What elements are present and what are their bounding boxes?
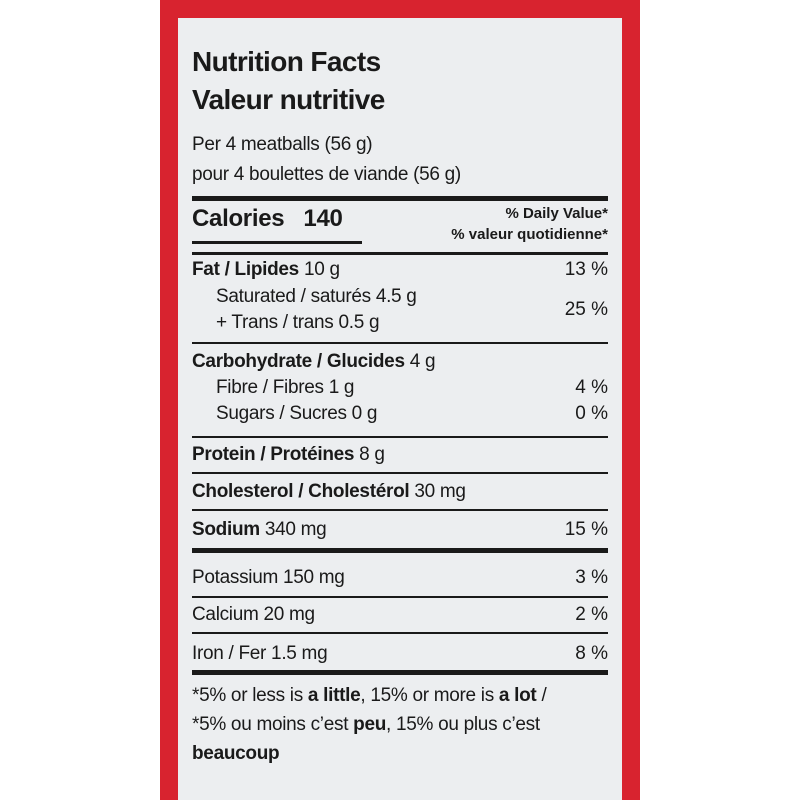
rule [192,472,608,474]
fibre: Fibre / Fibres 1 g [216,377,355,398]
protein: Protein / Protéines 8 g [192,443,385,467]
dv: 15 % [564,519,608,540]
dv: 8 % [575,643,608,664]
dv: 3 % [575,567,608,588]
rule [192,632,608,634]
dv-header: % valeur quotidienne* [451,226,608,243]
rule [192,196,608,201]
label: Sodium [192,519,260,540]
rule [192,241,362,244]
saturated: Saturated / saturés 4.5 g [216,286,417,307]
rule [192,596,608,598]
rule [192,670,608,675]
dv: 13 % [564,259,608,280]
serving: Per 4 meatballs (56 g) [192,134,373,155]
footnote-text: peu [353,714,387,735]
sugars: Sugars / Sucres 0 g [216,403,378,424]
amount: 8 g [359,444,385,465]
potassium: Potassium 150 mg [192,567,345,588]
trans: + Trans / trans 0.5 g [216,312,380,333]
dv: 2 % [575,604,608,625]
footnote-text: *5% or less is [192,685,308,706]
label: Fat / Lipides [192,259,299,280]
carbohydrate: Carbohydrate / Glucides 4 g [192,350,436,374]
sodium: Sodium 340 mg [192,518,327,542]
label: Carbohydrate / Glucides [192,351,405,372]
dv: 0 % [575,403,608,424]
title: Valeur nutritive [192,84,385,115]
rule [192,342,608,344]
footnote-text: , 15% or more is [360,685,499,706]
iron: Iron / Fer 1.5 mg [192,643,328,664]
amount: 340 mg [264,519,327,540]
rule [192,436,608,438]
calcium: Calcium 20 mg [192,604,315,625]
dv-header: % Daily Value* [505,205,608,222]
cholesterol: Cholesterol / Cholestérol 30 mg [192,480,466,504]
footnote: *5% or less is a little, 15% or more is … [192,681,562,768]
title: Nutrition Facts [192,46,381,77]
footnote-text: beaucoup [192,743,280,764]
amount: 4 g [409,351,436,372]
label: Protein / Protéines [192,444,355,465]
fat: Fat / Lipides 10 g [192,258,340,282]
dv: 25 % [564,299,608,320]
label: Cholesterol / Cholestérol [192,481,410,502]
rule [192,252,608,255]
footnote-text: , 15% ou plus c’est [386,714,540,735]
calories-label: Calories [192,205,285,232]
amount: 10 g [303,259,340,280]
calories: Calories 140 [192,204,343,234]
footnote-text: / *5% ou moins c’est [192,685,547,735]
serving: pour 4 boulettes de viande (56 g) [192,164,461,185]
label-panel [178,18,622,800]
rule [192,548,608,553]
dv: 4 % [575,377,608,398]
rule [192,509,608,511]
footnote-text: a little [307,685,361,706]
amount: 30 mg [414,481,466,502]
calories-value: 140 [303,205,343,232]
footnote-text: a lot [498,685,537,706]
